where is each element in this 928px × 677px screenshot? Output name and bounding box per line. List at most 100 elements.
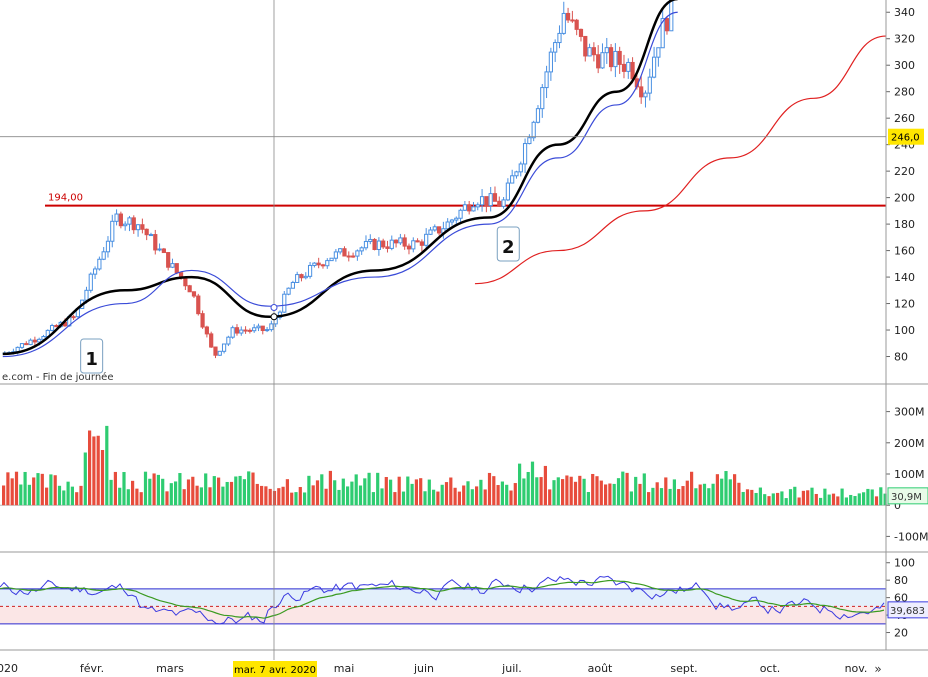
crosshair-date-badge: [233, 661, 317, 677]
volume-bar: [737, 482, 741, 506]
volume-bar: [720, 478, 724, 506]
candle-body: [92, 268, 98, 275]
price-tick-label: 160: [894, 245, 915, 258]
volume-bar: [199, 487, 203, 506]
volume-bar: [122, 472, 126, 506]
moving-average-ma50: [2, 11, 678, 358]
candle-body: [153, 234, 158, 251]
volume-bar: [384, 477, 388, 506]
candle-body: [320, 264, 326, 267]
candle-body: [497, 200, 502, 207]
candle-body: [544, 71, 549, 89]
volume-bar: [479, 479, 483, 506]
volume-bar: [449, 477, 453, 506]
volume-bar: [444, 482, 449, 506]
candle-body: [135, 224, 141, 231]
candle-body: [436, 226, 442, 234]
candle-body: [299, 274, 304, 279]
candle-body: [170, 263, 175, 268]
x-tick-label: mai: [334, 662, 355, 675]
volume-bar: [561, 479, 565, 506]
rsi-panel[interactable]: 2040608010039,683: [0, 557, 928, 640]
volume-bar: [638, 483, 642, 506]
candle-body: [398, 237, 403, 244]
volume-bar: [105, 425, 109, 506]
volume-tick-label: 100M: [894, 468, 925, 481]
volume-bar: [664, 477, 668, 506]
volume-bar: [247, 471, 251, 506]
volume-bar: [629, 491, 633, 506]
volume-tick-label: 200M: [894, 437, 925, 450]
volume-bar: [131, 480, 135, 506]
volume-bar: [543, 465, 547, 506]
volume-bar: [741, 491, 745, 506]
candle-body: [613, 50, 618, 68]
candle-body: [411, 240, 416, 250]
volume-bar: [83, 452, 87, 506]
volume-bar: [530, 461, 535, 506]
volume-panel[interactable]: 300M 200M 100M 0 -100M 30,9M: [0, 406, 928, 544]
volume-bar: [599, 480, 603, 506]
price-tick-label: 180: [894, 218, 915, 231]
rsi-signal-line: [0, 579, 885, 619]
volume-bar: [156, 474, 160, 506]
x-tick-label: août: [588, 662, 613, 675]
volume-bar: [526, 471, 530, 506]
volume-bar: [539, 477, 543, 506]
resistance-label: 194,00: [48, 193, 83, 204]
volume-bar: [651, 487, 655, 506]
candle-body: [630, 61, 635, 80]
volume-bar: [552, 480, 556, 506]
volume-bar: [432, 489, 436, 506]
volume-bar: [419, 478, 423, 506]
volume-bar: [849, 494, 853, 506]
candle-body: [204, 326, 209, 335]
volume-bar: [470, 489, 474, 506]
candle-body: [368, 238, 373, 242]
volume-bar: [702, 483, 707, 506]
x-tick-label: 2020: [0, 662, 18, 675]
volume-bar: [191, 476, 195, 506]
candle-body: [187, 285, 192, 293]
volume-bar: [659, 488, 664, 506]
source-label: e.com - Fin de journée: [2, 371, 113, 383]
volume-bar: [19, 484, 23, 506]
candle-body: [123, 223, 128, 227]
x-tick-label: juin: [413, 662, 434, 675]
candle-body: [527, 137, 532, 145]
candle-body: [492, 193, 498, 202]
rsi-oversold-zone: [0, 606, 886, 624]
volume-bar: [462, 485, 466, 506]
volume-bar: [96, 435, 100, 506]
volume-bar: [109, 479, 113, 506]
volume-bar: [66, 481, 70, 506]
volume-bar: [328, 470, 332, 506]
candle-body: [471, 206, 476, 212]
candle-body: [604, 47, 609, 54]
candle-body: [393, 239, 399, 244]
candle-body: [656, 47, 661, 58]
candle-body: [583, 35, 588, 57]
volume-bar: [870, 489, 874, 506]
candle-body: [71, 316, 76, 319]
volume-bar: [801, 490, 805, 506]
price-tick-label: 120: [894, 298, 915, 311]
candle-body: [570, 19, 575, 22]
volume-bar: [376, 472, 380, 506]
candle-body: [574, 19, 579, 30]
candle-body: [432, 226, 437, 231]
candle-body: [252, 327, 257, 332]
volume-bar: [612, 483, 616, 506]
volume-bar: [780, 491, 784, 506]
volume-bar: [268, 488, 272, 506]
price-panel[interactable]: 8010012014016018020022024026028030032034…: [2, 0, 915, 383]
candle-body: [419, 241, 424, 246]
candle-body: [445, 221, 450, 230]
candle-body: [475, 204, 480, 208]
candle-body: [406, 245, 412, 250]
annotation-box: [80, 338, 104, 374]
volume-bar: [397, 476, 401, 506]
volume-bar: [423, 491, 427, 506]
volume-bar: [475, 486, 479, 506]
